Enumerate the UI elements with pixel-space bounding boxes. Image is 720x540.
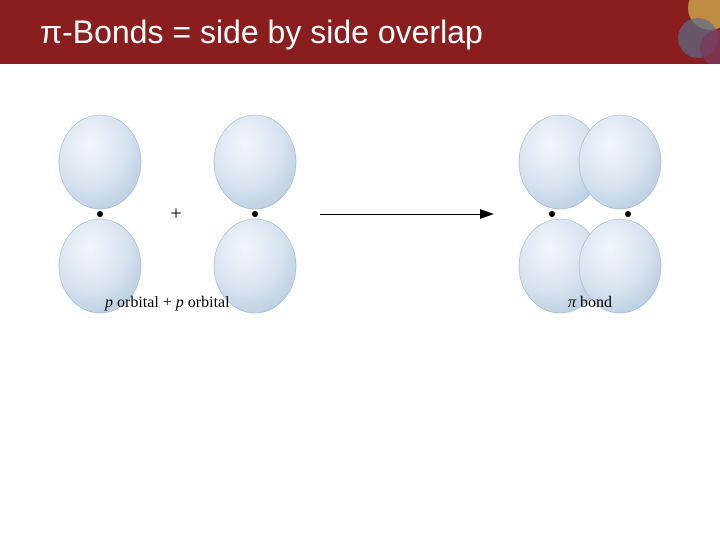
nucleus-dot <box>549 211 555 217</box>
title-text: -Bonds = side by side overlap <box>62 14 483 50</box>
slide-header: π-Bonds = side by side overlap <box>0 0 720 64</box>
orbital-lobe <box>578 114 662 210</box>
pi-bond <box>0 94 720 394</box>
caption-reactants: p orbital + p orbital <box>105 294 230 312</box>
nucleus-dot <box>625 211 631 217</box>
caption-product: π bond <box>568 294 612 312</box>
slide-title: π-Bonds = side by side overlap <box>40 14 483 51</box>
corner-decoration <box>660 0 720 64</box>
pi-bond-diagram: + <box>0 94 720 394</box>
title-pi-symbol: π <box>40 14 62 50</box>
